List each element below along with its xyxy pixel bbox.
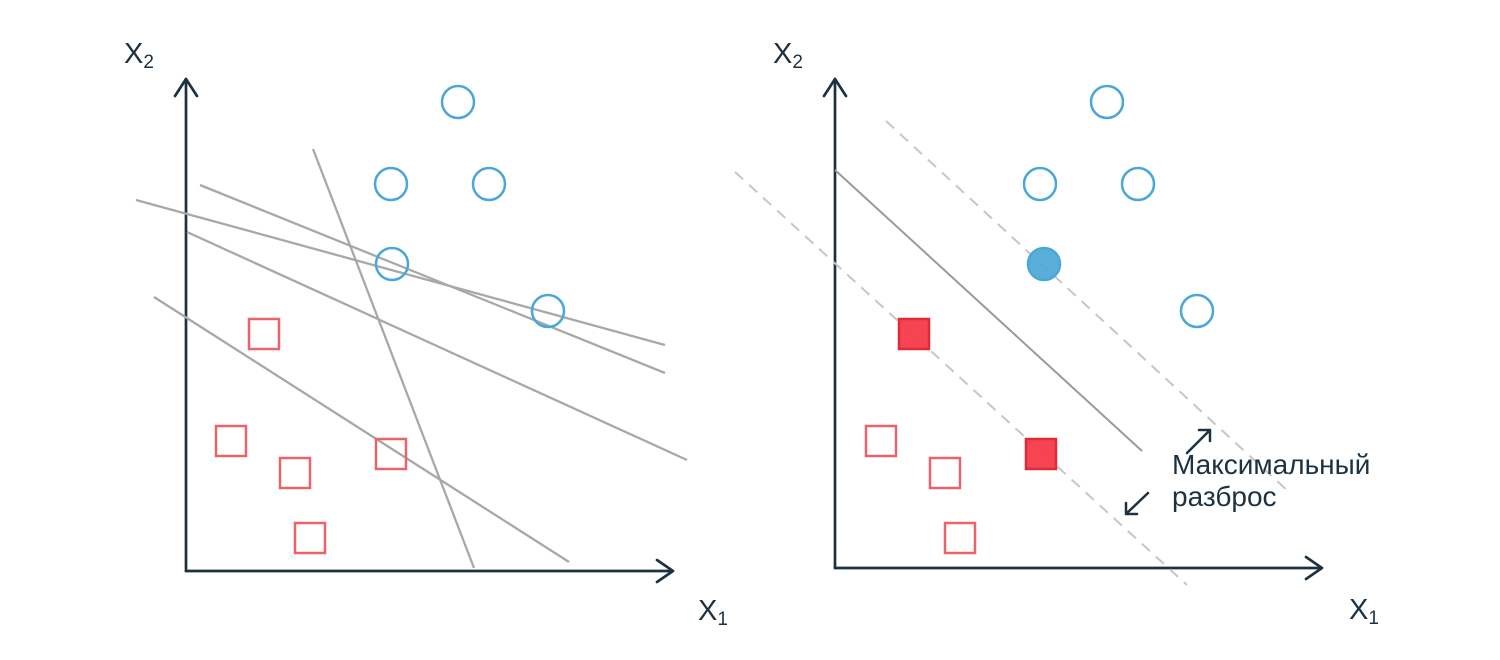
svg-text:X1: X1 [1349,594,1379,629]
svg-text:X2: X2 [124,38,154,73]
svg-text:разброс: разброс [1172,481,1277,512]
svg-text:Максимальный: Максимальный [1172,449,1370,480]
svg-text:X2: X2 [773,38,803,73]
svg-text:X1: X1 [698,595,728,630]
